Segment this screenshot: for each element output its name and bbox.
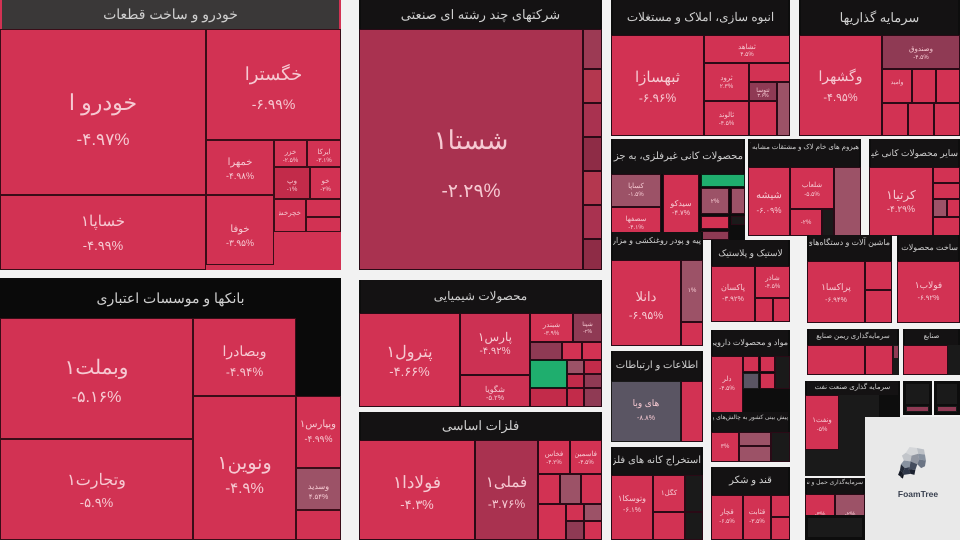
- svg-text:FoamTree: FoamTree: [898, 489, 938, 499]
